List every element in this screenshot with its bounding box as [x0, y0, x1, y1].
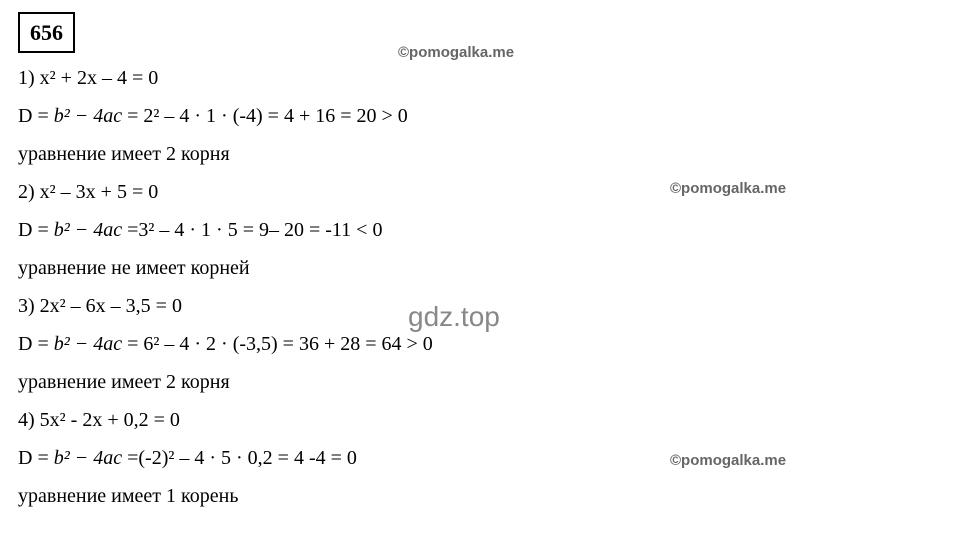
equation-line-4: 4) 5x² - 2x + 0,2 = 0	[18, 405, 942, 435]
conclusion-3: уравнение имеет 2 корня	[18, 367, 942, 397]
discriminant-line-4: D = b² − 4ac =(-2)² – 4 · 5 · 0,2 = 4 -4…	[18, 443, 942, 473]
disc-prefix: D =	[18, 219, 54, 241]
disc-calc: =3² – 4 · 1 · 5 = 9– 20 = -11 < 0	[122, 219, 382, 241]
item-4: 4) 5x² - 2x + 0,2 = 0 D = b² − 4ac =(-2)…	[18, 405, 942, 511]
disc-formula: b² − 4ac	[54, 219, 122, 241]
item-num: 3)	[18, 295, 35, 317]
disc-prefix: D =	[18, 447, 54, 469]
equation: 2x² – 6x – 3,5 = 0	[40, 295, 182, 317]
discriminant-line-1: D = b² − 4ac = 2² – 4 · 1 · (-4) = 4 + 1…	[18, 101, 942, 131]
watermark-1: ©pomogalka.me	[398, 42, 514, 65]
problem-number-box: 656	[18, 12, 75, 53]
item-num: 1)	[18, 67, 35, 89]
disc-formula: b² − 4ac	[54, 105, 122, 127]
watermark-3: ©pomogalka.me	[670, 450, 786, 473]
problem-number: 656	[30, 20, 63, 45]
equation-line-2: 2) x² – 3x + 5 = 0	[18, 177, 942, 207]
conclusion-2: уравнение не имеет корней	[18, 253, 942, 283]
item-1: 1) x² + 2x – 4 = 0 D = b² − 4ac = 2² – 4…	[18, 63, 942, 169]
disc-formula: b² − 4ac	[54, 333, 122, 355]
watermark-2: ©pomogalka.me	[670, 178, 786, 201]
center-watermark: gdz.top	[408, 296, 500, 338]
disc-calc: = 2² – 4 · 1 · (-4) = 4 + 16 = 20 > 0	[122, 105, 408, 127]
disc-prefix: D =	[18, 105, 54, 127]
disc-calc: =(-2)² – 4 · 5 · 0,2 = 4 -4 = 0	[122, 447, 357, 469]
equation-line-1: 1) x² + 2x – 4 = 0	[18, 63, 942, 93]
disc-prefix: D =	[18, 333, 54, 355]
item-num: 4)	[18, 409, 35, 431]
discriminant-line-2: D = b² − 4ac =3² – 4 · 1 · 5 = 9– 20 = -…	[18, 215, 942, 245]
conclusion-4: уравнение имеет 1 корень	[18, 481, 942, 511]
item-num: 2)	[18, 181, 35, 203]
equation: x² – 3x + 5 = 0	[40, 181, 159, 203]
disc-calc: = 6² – 4 · 2 · (-3,5) = 36 + 28 = 64 > 0	[122, 333, 433, 355]
equation: x² + 2x – 4 = 0	[40, 67, 159, 89]
conclusion-1: уравнение имеет 2 корня	[18, 139, 942, 169]
disc-formula: b² − 4ac	[54, 447, 122, 469]
equation: 5x² - 2x + 0,2 = 0	[40, 409, 180, 431]
item-2: 2) x² – 3x + 5 = 0 D = b² − 4ac =3² – 4 …	[18, 177, 942, 283]
